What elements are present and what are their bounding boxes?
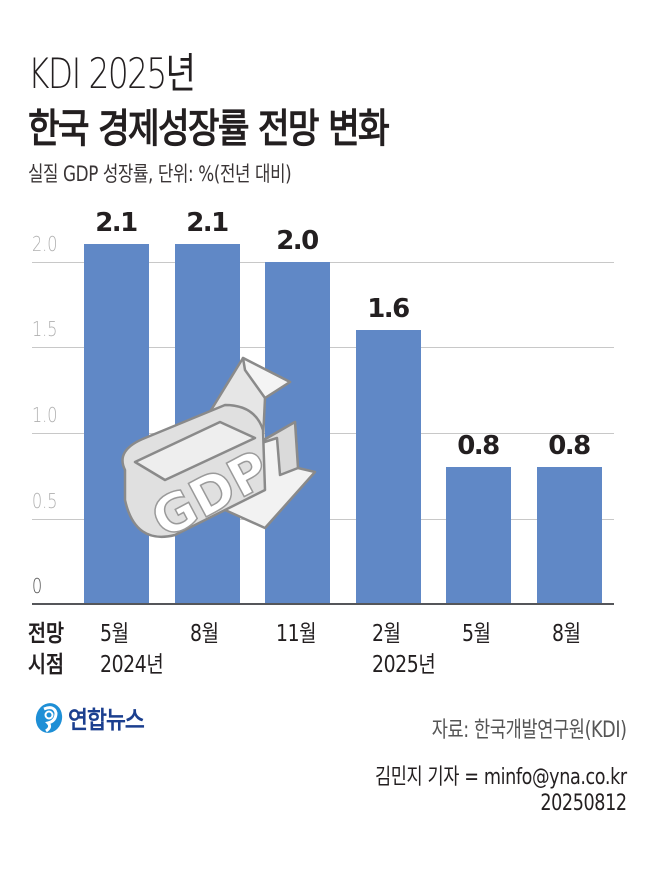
x-axis-header-line2: 시점 [28,652,64,678]
x-axis-baseline [32,603,614,605]
x-label-month: 5월 [462,621,491,647]
bar-2025-05 [446,467,511,604]
bar-2025-08 [537,467,602,604]
source-text: 자료: 한국개발연구원(KDI) [432,718,627,743]
x-label-month: 11월 [276,621,317,647]
y-tick-2-0: 2.0 [32,232,58,256]
gdp-up-down-arrows-icon: GDP [121,356,317,550]
yonhap-globe-icon [35,702,63,733]
yonhap-logo: 연합뉴스 [34,700,152,735]
title-light: KDI 2025년 [28,49,196,98]
x-label-month: 8월 [190,621,219,647]
y-tick-0-5: 0.5 [32,489,58,513]
credit: 김민지 기자 = minfo@yna.co.kr 20250812 [375,765,627,817]
y-tick-1-5: 1.5 [32,317,58,341]
bar-value-label: 2.0 [276,226,319,256]
x-label-year-2025: 2025년 [372,652,436,678]
bar-value-label: 2.1 [186,208,229,238]
bar-2024-05 [84,244,149,604]
page-title: 한국 경제성장률 전망 변화 [28,106,390,152]
bar-2025-02 [356,330,421,604]
x-axis-header-line1: 전망 [28,621,64,647]
bar-value-label: 0.8 [457,431,500,461]
bar-value-label: 2.1 [95,208,138,238]
chart-subtitle: 실질 GDP 성장률, 단위: %(전년 대비) [28,162,292,186]
x-label-month: 8월 [552,621,581,647]
bar-value-label: 1.6 [367,294,410,324]
x-label-month: 2월 [372,621,401,647]
y-tick-0: 0 [32,574,43,598]
x-label-year-2024: 2024년 [100,652,164,678]
logo-text: 연합뉴스 [68,706,145,734]
credit-author: 김민지 기자 = minfo@yna.co.kr [375,765,627,790]
credit-date: 20250812 [540,791,628,816]
x-label-month: 5월 [100,621,129,647]
bar-value-label: 0.8 [548,431,591,461]
y-tick-1-0: 1.0 [32,403,58,427]
